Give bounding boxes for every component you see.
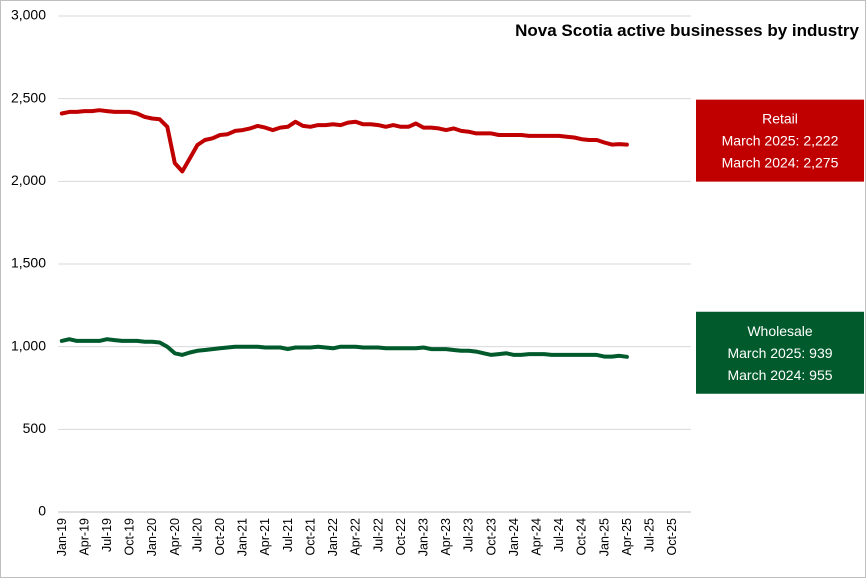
series-line-wholesale xyxy=(59,337,629,359)
y-axis-ticks: 0 500 1,000 1,500 2,000 2,500 3,000 xyxy=(11,7,46,519)
x-tick-label: Jan-20 xyxy=(145,518,159,556)
x-tick-label: Jan-21 xyxy=(236,518,250,556)
chart-title: Nova Scotia active businesses by industr… xyxy=(515,21,859,40)
series-lines xyxy=(59,108,629,359)
x-tick-label: Jul-24 xyxy=(552,518,566,552)
callout-box xyxy=(696,311,864,394)
x-tick-label: Oct-23 xyxy=(484,518,498,556)
x-tick-label: Jul-19 xyxy=(100,518,114,552)
series-line-retail xyxy=(59,108,629,174)
x-tick-label: Jul-21 xyxy=(281,518,295,552)
gridlines xyxy=(58,15,691,513)
x-tick-label: Jul-20 xyxy=(190,518,204,552)
callout-text-line: March 2024: 955 xyxy=(727,367,832,383)
x-tick-label: Jan-19 xyxy=(55,518,69,556)
y-tick-label: 2,000 xyxy=(11,172,46,188)
x-tick-label: Jan-23 xyxy=(416,518,430,556)
x-tick-label: Apr-21 xyxy=(258,518,272,556)
callout-text-line: Retail xyxy=(762,111,798,127)
x-tick-label: Jan-25 xyxy=(597,518,611,556)
callouts: Retail March 2025: 2,222 March 2024: 2,275… xyxy=(696,99,864,394)
x-tick-label: Oct-22 xyxy=(394,518,408,556)
x-tick-label: Apr-20 xyxy=(168,518,182,556)
x-tick-label: Oct-20 xyxy=(213,518,227,556)
y-tick-label: 1,000 xyxy=(11,337,46,353)
x-tick-label: Jul-22 xyxy=(371,518,385,552)
y-tick-label: 2,500 xyxy=(11,89,46,105)
x-tick-label: Apr-24 xyxy=(530,518,544,556)
callout-text-line: March 2025: 939 xyxy=(727,345,832,361)
x-tick-label: Oct-25 xyxy=(665,518,679,556)
x-tick-label: Apr-25 xyxy=(620,518,634,556)
x-tick-label: Apr-22 xyxy=(349,518,363,556)
y-tick-label: 1,500 xyxy=(11,255,46,271)
x-tick-label: Jul-23 xyxy=(462,518,476,552)
x-tick-label: Apr-23 xyxy=(439,518,453,556)
callout-retail: Retail March 2025: 2,222 March 2024: 2,275 xyxy=(696,99,864,182)
x-axis-ticks: Jan-19 Apr-19 Jul-19 Oct-19 Jan-20 Apr-20 Jul-… xyxy=(55,518,679,556)
x-tick-label: Oct-21 xyxy=(303,518,317,556)
x-tick-label: Jul-25 xyxy=(643,518,657,552)
y-tick-label: 3,000 xyxy=(11,7,46,23)
y-tick-label: 0 xyxy=(38,503,46,519)
x-tick-label: Jan-24 xyxy=(507,518,521,556)
callout-wholesale: Wholesale March 2025: 939 March 2024: 955 xyxy=(696,311,864,394)
x-tick-label: Oct-19 xyxy=(123,518,137,556)
callout-box xyxy=(696,99,864,182)
x-tick-label: Jan-22 xyxy=(326,518,340,556)
y-tick-label: 500 xyxy=(23,420,47,436)
callout-text-line: Wholesale xyxy=(747,323,813,339)
callout-text-line: March 2025: 2,222 xyxy=(722,133,839,149)
callout-text-line: March 2024: 2,275 xyxy=(722,155,839,171)
x-tick-label: Oct-24 xyxy=(575,518,589,556)
x-tick-label: Apr-19 xyxy=(77,518,91,556)
